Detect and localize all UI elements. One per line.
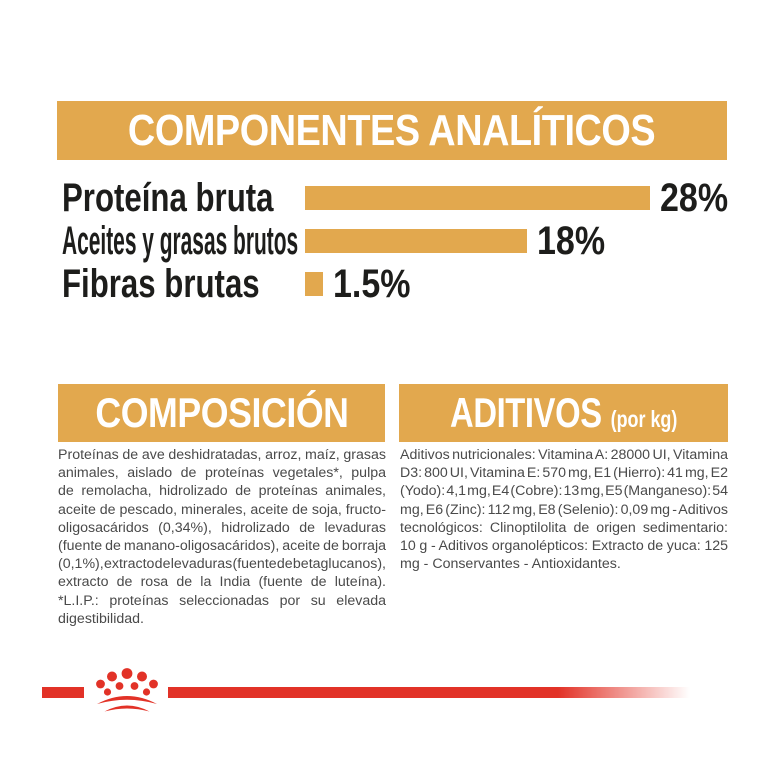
additives-title: ADITIVOS <box>449 389 602 436</box>
chart-row: Fibras brutas 1.5% <box>0 262 780 306</box>
analytical-components-title: COMPONENTES ANALÍTICOS <box>128 105 656 155</box>
text-line: mg - Conservantes - Antioxidantes. <box>400 556 621 573</box>
analytical-components-banner: COMPONENTES ANALÍTICOS <box>57 101 727 160</box>
text-line: D3: 800 UI, Vitamina E: 570 mg, E1 (Hier… <box>400 465 728 482</box>
analytical-components-chart: Proteína bruta 28% Aceites y grasas brut… <box>0 0 780 330</box>
nutrient-bar <box>305 272 324 296</box>
additives-title-suffix: (por kg) <box>610 406 678 432</box>
nutrient-value: 18% <box>536 219 605 263</box>
red-accent-line-right <box>168 687 695 698</box>
text-line: animales, aislado de proteínas vegetales… <box>58 465 386 482</box>
text-line: digestibilidad. <box>58 610 144 627</box>
additives-text: Aditivos nutricionales: Vitamina A: 2800… <box>400 446 728 573</box>
text-line: Aditivos nutricionales: Vitamina A: 2800… <box>400 447 728 463</box>
chart-row: Proteína bruta 28% <box>0 176 780 220</box>
nutrient-label: Fibras brutas <box>62 262 260 306</box>
text-line: oligosacáridos (0,34%), hidrolizado de l… <box>58 519 386 536</box>
text-line: de remolacha, hidrolizado de proteínas a… <box>58 483 386 500</box>
composition-title: COMPOSICIÓN <box>94 389 349 436</box>
nutrient-label: Proteína bruta <box>62 176 274 220</box>
nutrient-bar <box>305 186 650 210</box>
text-line: (fuente de manano-oligosacáridos), aceit… <box>58 538 386 555</box>
text-line: aceite de pescado, minerales, aceite de … <box>58 501 386 518</box>
text-line: (0,1%), extracto de levaduras (fuente de… <box>58 556 386 573</box>
text-line: tecnológicos: Clinoptilolita de origen s… <box>400 519 728 536</box>
additives-banner: ADITIVOS (por kg) <box>399 384 728 442</box>
text-line: Proteínas de ave deshidratadas, arroz, m… <box>58 447 386 463</box>
royal-canin-crown-logo <box>96 668 158 712</box>
text-line: 10 g - Aditivos organolépticos: Extracto… <box>400 538 728 555</box>
text-line: *L.I.P.: proteínas seleccionadas por su … <box>58 592 386 609</box>
text-line: mg, E6 (Zinc): 112 mg, E8 (Selenio): 0,0… <box>400 501 728 518</box>
composition-text: Proteínas de ave deshidratadas, arroz, m… <box>58 446 386 628</box>
composition-banner: COMPOSICIÓN <box>58 384 385 442</box>
red-accent-line-left <box>42 687 84 698</box>
additives-title-group: ADITIVOS (por kg) <box>450 389 677 437</box>
nutrient-value: 28% <box>660 176 729 220</box>
text-line: (Yodo): 4,1 mg, E4 (Cobre): 13 mg, E5 (M… <box>400 483 728 500</box>
nutrient-value: 1.5% <box>333 262 411 306</box>
nutrient-bar <box>305 229 527 253</box>
nutrient-label: Aceites y grasas brutos <box>62 219 299 263</box>
chart-row: Aceites y grasas brutos 18% <box>0 219 780 263</box>
text-line: extracto de rosa de la India (fuente de … <box>58 574 386 591</box>
